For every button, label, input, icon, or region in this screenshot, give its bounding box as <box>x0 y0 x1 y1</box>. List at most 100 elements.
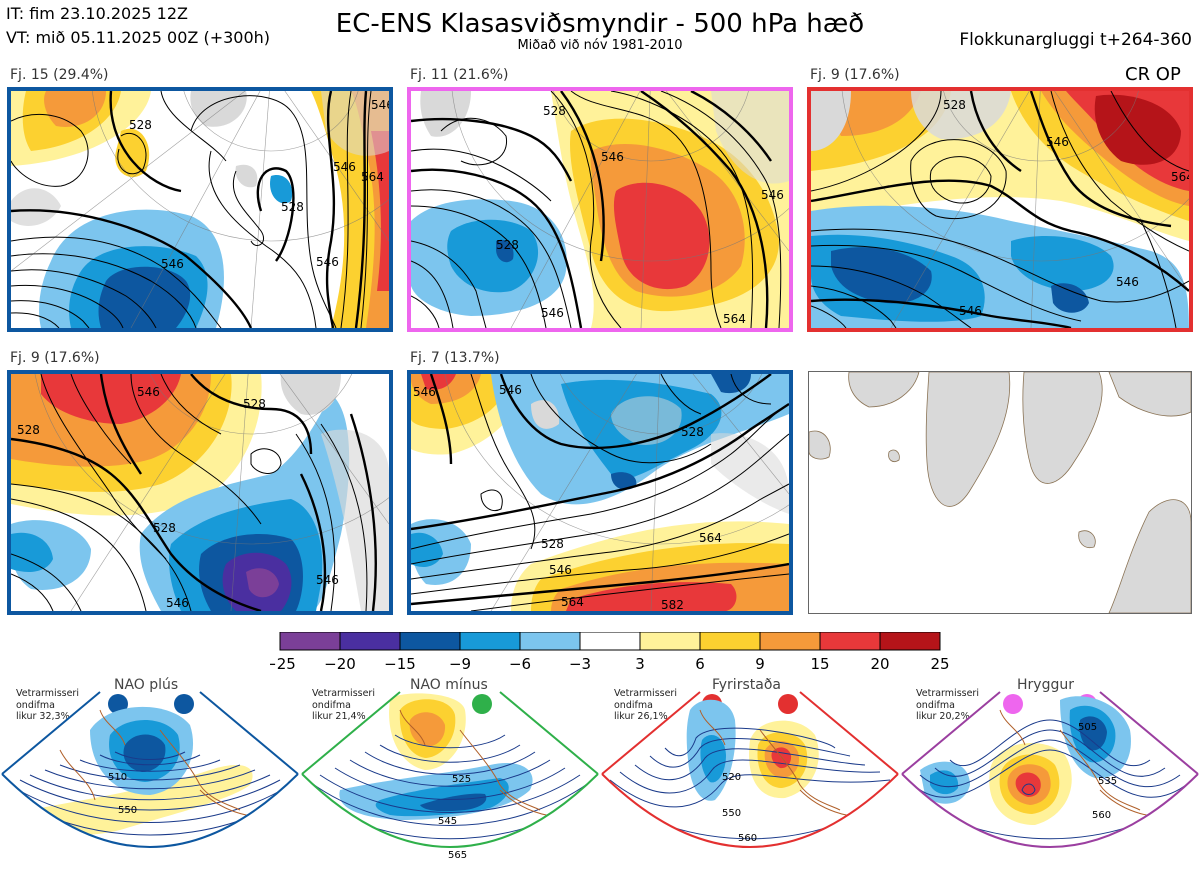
panel-3-contour-label: 528 <box>943 98 966 112</box>
regime-note-ridge: Vetrarmisseri ondifma likur 20,2% <box>916 688 979 723</box>
regime-map-blocking: 520 550 560 <box>601 691 899 848</box>
panel-3-contour-label: 546 <box>959 304 982 318</box>
panel-4-contour-label: 546 <box>166 596 189 610</box>
regime-4-contour-label: 560 <box>1092 810 1111 821</box>
regime-note-line: likur 32,3% <box>16 711 70 722</box>
panel-4-contour-label: 528 <box>243 397 266 411</box>
regime-1-contour-label: 510 <box>108 772 127 783</box>
regime-note-nao-minus: Vetrarmisseri ondifma likur 21,4% <box>312 688 375 723</box>
panel-4-contour-label: 528 <box>17 423 40 437</box>
panel-label-4: Fj. 9 (17.6%) <box>10 350 100 366</box>
cluster-map-5: 546 528 546 528 564 546 564 582 <box>407 370 793 615</box>
colorbar-tick-labels: −25 −20 −15 −9 −6 −3 3 6 9 15 20 25 <box>264 655 949 673</box>
panel-3-contour-label: 546 <box>1046 135 1069 149</box>
panel-2-contour-label: 546 <box>601 150 624 164</box>
regime-title-nao-plus: NAO plús <box>114 677 179 693</box>
colorbar-tick-label: 3 <box>635 655 645 673</box>
regime-map-ridge: 505 535 560 <box>901 691 1199 848</box>
regime-2-contour-label: 525 <box>452 774 471 785</box>
reference-map <box>808 371 1192 614</box>
panel-1-contour-labels: 528 546 546 528 546 546 564 <box>129 98 389 271</box>
regime-note-line: Vetrarmisseri <box>916 688 979 699</box>
panel-4-contour-label: 528 <box>153 521 176 535</box>
colorbar-swatch <box>279 631 341 651</box>
cluster-map-3: 528 546 546 546 564 <box>807 87 1193 332</box>
regime-3-contour-label: 550 <box>722 808 741 819</box>
panel-label-2: Fj. 11 (21.6%) <box>410 67 509 83</box>
colorbar-swatches <box>279 631 941 651</box>
colorbar-tick-label: −6 <box>509 655 531 673</box>
colorbar-tick-label: −9 <box>449 655 471 673</box>
colorbar-tick-label: 25 <box>930 655 949 673</box>
classification-window: Flokkunargluggi t+264-360 <box>959 30 1192 50</box>
colorbar-swatch <box>579 631 641 651</box>
panel-3-contour-label: 546 <box>1116 275 1139 289</box>
colorbar-swatch <box>339 631 401 651</box>
panel-2-contour-label: 546 <box>761 188 784 202</box>
regime-2-contour-label: 545 <box>438 816 457 827</box>
regime-note-line: Vetrarmisseri <box>614 688 677 699</box>
panel-5-contour-label: 528 <box>541 537 564 551</box>
regime-note-line: Vetrarmisseri <box>312 688 375 699</box>
panel-1-contour-label: 546 <box>333 160 356 174</box>
regime-dot-nao-plus <box>108 694 128 714</box>
initial-time: IT: fim 23.10.2025 12Z <box>6 4 188 23</box>
panel-1-contour-label: 564 <box>361 170 384 184</box>
regime-1-contour-label: 550 <box>118 805 137 816</box>
colorbar-swatch <box>699 631 761 651</box>
regime-note-line: likur 26,1% <box>614 711 668 722</box>
panel-4-contour-label: 546 <box>137 385 160 399</box>
regime-title-nao-minus: NAO mínus <box>410 677 488 693</box>
panel-5-contour-label: 564 <box>699 531 722 545</box>
regime-note-line: ondifma <box>916 699 955 711</box>
panel-2-contour-label: 528 <box>496 238 519 252</box>
panel-2-contour-label: 564 <box>723 312 746 326</box>
panel-1-contour-label: 546 <box>371 98 389 112</box>
panel-2-contour-label: 528 <box>543 104 566 118</box>
panel-5-contour-label: 564 <box>561 595 584 609</box>
panel-2-contour-labels: 528 528 546 546 546 564 <box>496 104 784 326</box>
colorbar-swatch <box>519 631 581 651</box>
chart-subtitle: Miðað við nóv 1981-2010 <box>517 38 683 53</box>
regime-4-contour-label: 505 <box>1078 722 1097 733</box>
cluster-map-1: 528 546 546 528 546 546 564 <box>7 87 393 332</box>
regime-note-line: likur 20,2% <box>916 711 970 722</box>
regime-map-nao-minus: 525 545 565 <box>301 691 599 861</box>
colorbar-swatch <box>399 631 461 651</box>
colorbar-tick-label: 20 <box>870 655 889 673</box>
regime-dot-blocking <box>778 694 798 714</box>
panel-5-contour-label: 546 <box>499 383 522 397</box>
regime-note-nao-plus: Vetrarmisseri ondifma likur 32,3% <box>16 688 79 723</box>
regime-4-contour-label: 535 <box>1098 776 1117 787</box>
colorbar-tick-label: −20 <box>324 655 356 673</box>
panel-4-contour-labels: 528 546 528 528 546 546 <box>17 385 339 610</box>
cluster-map-2: 528 528 546 546 546 564 <box>407 87 793 332</box>
colorbar-swatch <box>879 631 941 651</box>
regime-note-line: likur 21,4% <box>312 711 366 722</box>
chart-title: EC-ENS Klasasviðsmyndir - 500 hPa hæð <box>335 9 865 39</box>
colorbar-tick-label: 9 <box>755 655 765 673</box>
regime-note-line: ondifma <box>614 699 653 711</box>
panel-label-5: Fj. 7 (13.7%) <box>410 350 500 366</box>
panel-3-contour-label: 564 <box>1171 170 1189 184</box>
panel-5-contour-labels: 546 528 546 528 564 546 564 582 <box>413 383 722 611</box>
regime-note-line: ondifma <box>16 699 55 711</box>
colorbar-tick-label: −25 <box>270 655 296 673</box>
regime-2-contour-label: 565 <box>448 850 467 861</box>
regime-note-blocking: Vetrarmisseri ondifma likur 26,1% <box>614 688 677 723</box>
panel-3-contour-labels: 528 546 546 546 564 <box>943 98 1189 318</box>
panel-5-contour-label: 528 <box>681 425 704 439</box>
colorbar-swatch <box>759 631 821 651</box>
cluster-map-4: 528 546 528 528 546 546 <box>7 370 393 615</box>
colorbar: −25 −20 −15 −9 −6 −3 3 6 9 15 20 25 <box>264 631 970 686</box>
colorbar-swatch <box>459 631 521 651</box>
panel-2-contour-label: 546 <box>541 306 564 320</box>
regime-note-line: Vetrarmisseri <box>16 688 79 699</box>
regime-map-nao-plus: 510 550 <box>1 691 299 848</box>
colorbar-tick-label: 6 <box>695 655 705 673</box>
colorbar-tick-label: 15 <box>810 655 829 673</box>
op-marker: CR OP <box>1125 64 1181 85</box>
colorbar-swatch <box>639 631 701 651</box>
panel-4-contour-label: 546 <box>316 573 339 587</box>
panel-1-contour-label: 528 <box>281 200 304 214</box>
